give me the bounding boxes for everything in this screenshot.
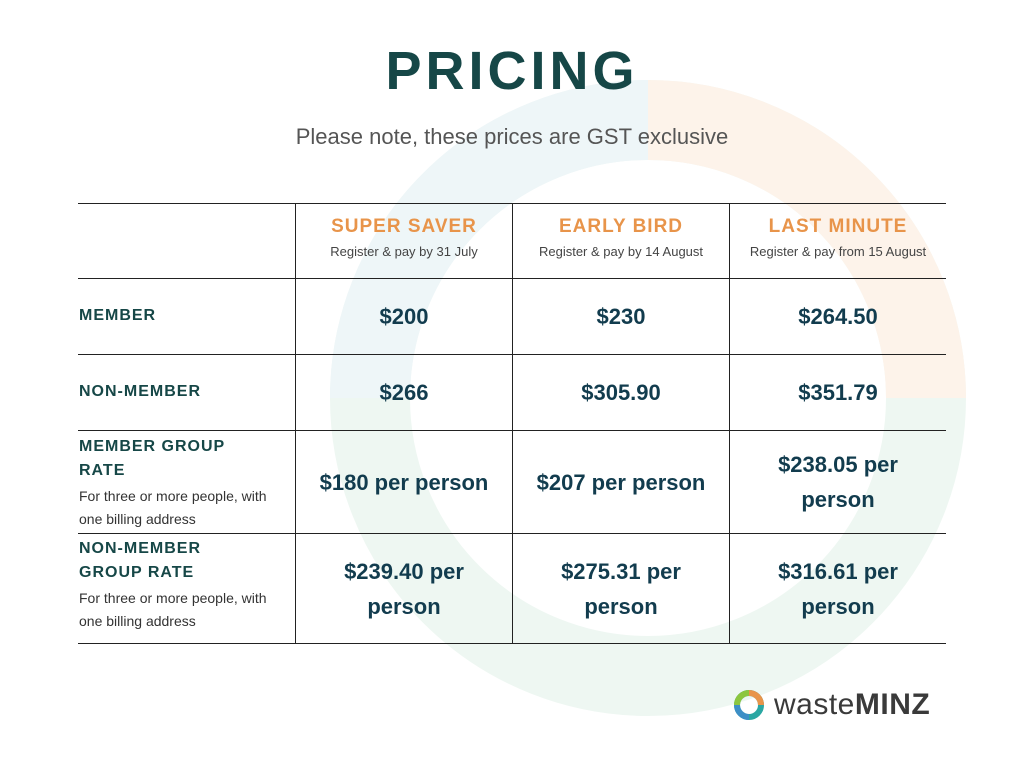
price-non-member-group-early-bird: $275.31 per person [561,558,681,619]
logo-wordmark: wasteMINZ [774,688,930,722]
column-deadline-note: Register & pay by 14 August [538,244,704,259]
column-header-super-saver: SUPER SAVER Register & pay by 31 July [296,216,512,259]
wasteminz-ring-logo-icon [734,690,764,720]
row-label-name: NON-MEMBER [79,383,201,400]
row-label-description: For three or more people, with one billi… [79,590,267,629]
row-label-description: For three or more people, with one billi… [79,488,267,527]
wasteminz-logo: wasteMINZ [732,686,930,724]
price-member-super-saver: $200 [379,304,429,329]
table-column-divider [729,203,730,644]
column-tier-label: EARLY BIRD [558,216,684,237]
price-non-member-early-bird: $305.90 [581,380,661,405]
column-header-last-minute: LAST MINUTE Register & pay from 15 Augus… [730,216,946,259]
page-subtitle: Please note, these prices are GST exclus… [295,124,729,149]
row-label-name: NON-MEMBER GROUP RATE [79,540,201,581]
price-member-early-bird: $230 [596,304,646,329]
column-header-early-bird: EARLY BIRD Register & pay by 14 August [513,216,729,259]
row-label-name: MEMBER GROUP RATE [79,438,225,479]
column-tier-label: LAST MINUTE [768,216,908,237]
price-non-member-last-minute: $351.79 [798,380,878,405]
price-non-member-group-last-minute: $316.61 per person [778,558,898,619]
price-member-last-minute: $264.50 [798,304,878,329]
price-non-member-group-super-saver: $239.40 per person [344,558,464,619]
logo-wordmark-light: waste [774,688,855,721]
price-member-group-super-saver: $180 per person [319,469,489,495]
logo-wordmark-bold: MINZ [854,688,931,721]
row-label-non-member-group-rate: NON-MEMBER GROUP RATE For three or more … [79,537,279,633]
column-deadline-note: Register & pay by 31 July [330,244,478,259]
column-tier-label: SUPER SAVER [331,216,477,237]
page-title: PRICING [385,41,639,101]
price-member-group-early-bird: $207 per person [536,469,706,495]
row-label-member: MEMBER [79,304,279,328]
column-deadline-note: Register & pay from 15 August [749,244,927,259]
row-label-member-group-rate: MEMBER GROUP RATE For three or more peop… [79,435,279,531]
price-member-group-last-minute: $238.05 per person [778,452,898,512]
price-non-member-super-saver: $266 [379,380,429,405]
row-label-non-member: NON-MEMBER [79,380,279,404]
row-label-name: MEMBER [79,307,157,324]
table-column-divider [295,203,296,644]
table-column-divider [512,203,513,644]
